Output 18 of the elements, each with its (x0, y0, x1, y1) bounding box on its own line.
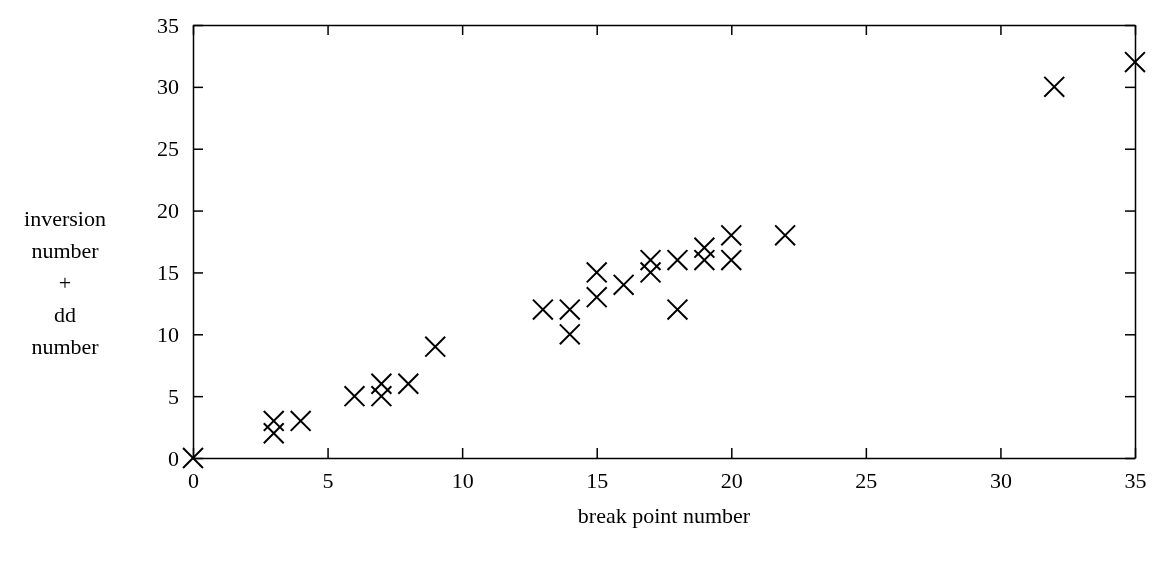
y-tick-label: 30 (157, 74, 179, 100)
x-tick-label: 10 (451, 467, 474, 493)
x-tick-label: 5 (322, 467, 334, 493)
x-tick-label: 35 (1124, 467, 1147, 493)
y-tick-label: 0 (168, 445, 179, 471)
x-axis-title: break point number (577, 503, 751, 528)
y-axis-title: inversion number + dd number (24, 206, 106, 359)
y-tick-label: 35 (157, 12, 179, 38)
x-tick-label: 20 (720, 467, 743, 493)
x-tick-label: 0 (188, 467, 199, 493)
x-tick-label: 15 (586, 467, 609, 493)
y-tick-label: 20 (157, 198, 179, 224)
x-tick-label: 25 (855, 467, 878, 493)
y-tick-label: 25 (157, 136, 179, 162)
y-tick-label: 15 (157, 259, 179, 285)
y-tick-label: 5 (168, 383, 179, 409)
y-tick-label: 10 (157, 321, 179, 347)
x-tick-label: 30 (989, 467, 1012, 493)
